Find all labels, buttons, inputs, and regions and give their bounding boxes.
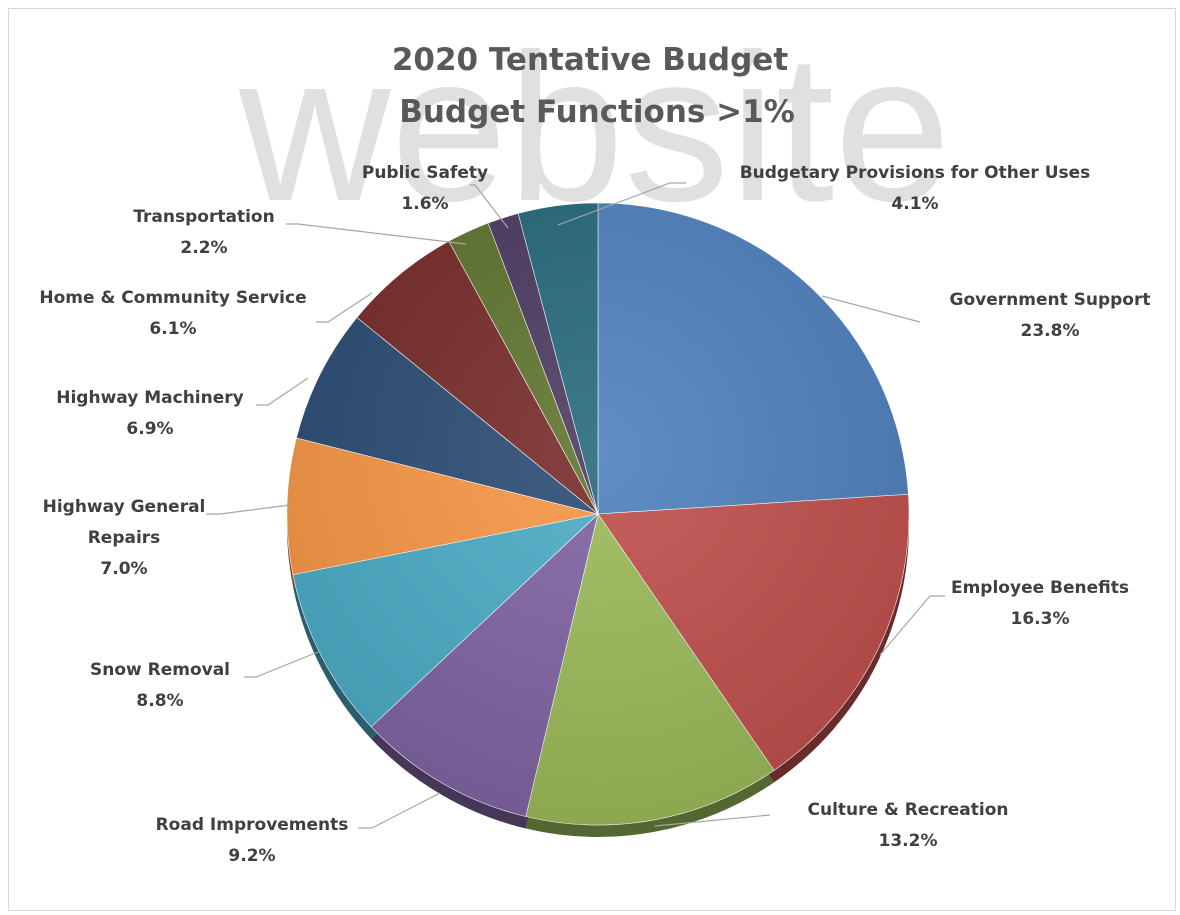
slice-value-employee-benefits: 16.3% xyxy=(1011,609,1070,629)
chart-title-line-1: 2020 Tentative Budget xyxy=(392,42,789,78)
slice-value-transportation: 2.2% xyxy=(180,238,227,258)
leader-line-budgetary-provisions-for-other-uses xyxy=(557,182,686,226)
pie-shading xyxy=(287,203,909,825)
slice-value-home-and-community-service: 6.1% xyxy=(149,319,196,339)
leader-line-public-safety xyxy=(470,184,509,229)
slice-value-highway-general-repairs: 7.0% xyxy=(100,559,147,579)
leader-line-road-improvements xyxy=(358,792,441,829)
slice-label-highway-general-repairs-line-2: Repairs xyxy=(88,528,161,548)
slice-label-culture-and-recreation: Culture & Recreation xyxy=(807,800,1008,820)
slice-value-highway-machinery: 6.9% xyxy=(126,419,173,439)
slice-value-road-improvements: 9.2% xyxy=(228,846,275,866)
pie-slices xyxy=(286,202,910,826)
slice-value-budgetary-provisions-for-other-uses: 4.1% xyxy=(891,194,938,214)
chart-title: 2020 Tentative Budget Budget Functions >… xyxy=(392,42,795,130)
leader-line-employee-benefits xyxy=(879,595,945,656)
leader-line-highway-general-repairs xyxy=(206,504,291,515)
slice-label-highway-general-repairs-line-1: Highway General xyxy=(43,497,206,517)
leader-lines xyxy=(206,182,945,829)
slice-label-government-support: Government Support xyxy=(950,290,1151,310)
slice-label-highway-machinery: Highway Machinery xyxy=(56,388,243,408)
slice-label-snow-removal: Snow Removal xyxy=(90,660,230,680)
slice-label-employee-benefits: Employee Benefits xyxy=(951,578,1129,598)
slice-labels: Government Support 23.8% Employee Benefits… xyxy=(39,163,1150,866)
leader-line-government-support xyxy=(821,295,921,323)
slice-label-road-improvements: Road Improvements xyxy=(156,815,349,835)
slice-value-public-safety: 1.6% xyxy=(401,194,448,214)
leader-line-transportation xyxy=(286,223,467,245)
slice-value-government-support: 23.8% xyxy=(1021,321,1080,341)
chart-title-line-2: Budget Functions >1% xyxy=(399,94,795,130)
slice-value-culture-and-recreation: 13.2% xyxy=(879,831,938,851)
leader-line-culture-and-recreation xyxy=(654,814,771,827)
leader-line-home-and-community-service xyxy=(316,292,373,323)
slice-label-transportation: Transportation xyxy=(133,207,274,227)
slice-value-snow-removal: 8.8% xyxy=(136,691,183,711)
slice-label-public-safety: Public Safety xyxy=(362,163,488,183)
slice-label-budgetary-provisions-for-other-uses: Budgetary Provisions for Other Uses xyxy=(740,163,1091,183)
slice-label-home-and-community-service: Home & Community Service xyxy=(39,288,306,308)
leader-line-highway-machinery xyxy=(256,377,309,406)
leader-line-snow-removal xyxy=(244,651,319,678)
